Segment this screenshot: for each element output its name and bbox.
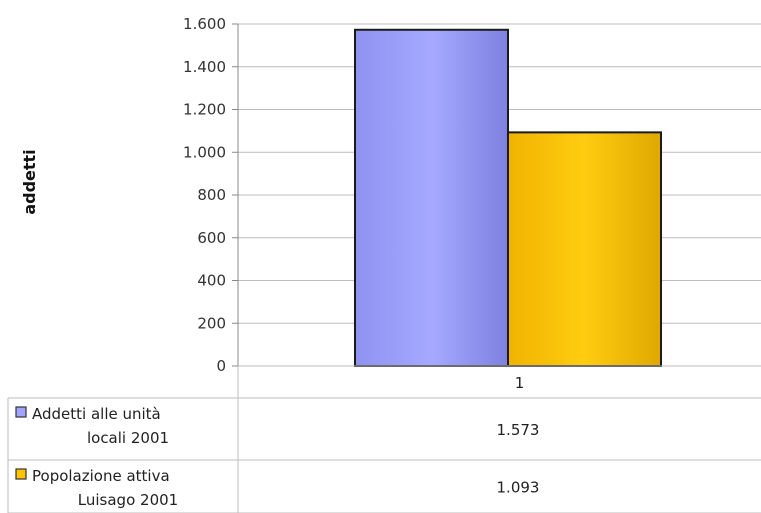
legend-label: locali 2001 [87,429,169,447]
data-value: 1.573 [497,421,540,439]
y-tick-label: 1.000 [183,143,226,161]
y-tick-label: 1.400 [183,58,226,76]
bars [354,28,662,368]
data-table: 1 Addetti alle unità locali 2001 1.573 Popol… [7,365,761,513]
legend-key [15,406,27,418]
y-tick-label: 1.600 [183,15,226,33]
y-axis-ticks: 0 200 400 600 800 1.000 1.200 1.400 1.600 [183,15,238,375]
bar-popolazione [507,131,662,367]
y-tick-label: 600 [197,229,226,247]
legend-label: Luisago 2001 [78,491,178,509]
y-tick-label: 400 [197,272,226,290]
y-axis-label: addetti [20,149,39,214]
bar-addetti [354,28,509,368]
y-tick-label: 0 [216,357,226,375]
legend-label: Popolazione attiva [32,467,170,485]
data-value: 1.093 [497,479,540,497]
category-label: 1 [515,374,525,392]
legend-key [15,468,27,480]
legend-label: Addetti alle unità [32,405,161,423]
y-tick-label: 800 [197,186,226,204]
y-tick-label: 1.200 [183,101,226,119]
y-tick-label: 200 [197,314,226,332]
